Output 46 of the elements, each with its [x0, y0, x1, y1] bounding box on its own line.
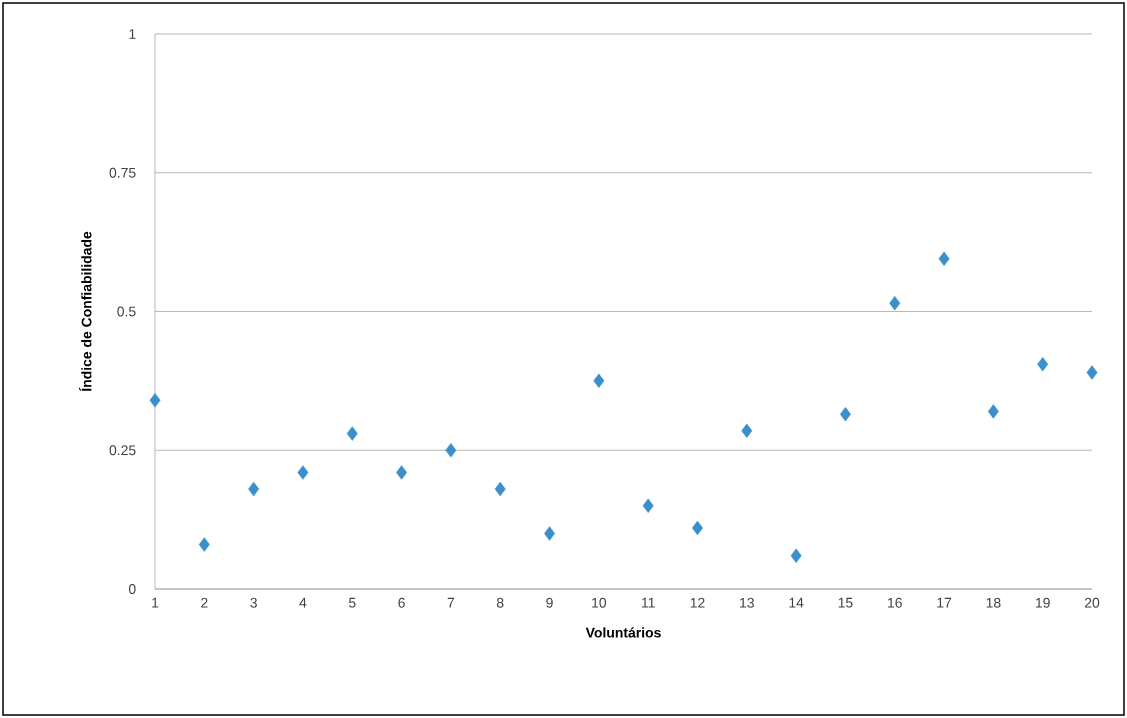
x-tick-label: 11: [641, 597, 655, 608]
x-tick-label: 17: [937, 597, 952, 608]
point: [889, 295, 901, 311]
x-tick-label: 4: [299, 597, 307, 608]
y-tick-label: 1: [129, 29, 136, 39]
x-tick-label: 14: [789, 597, 804, 608]
point: [198, 537, 210, 552]
point: [593, 373, 605, 389]
y-tick-label: 0.5: [117, 306, 136, 317]
x-tick-label: 20: [1084, 597, 1100, 608]
point: [642, 498, 654, 513]
point: [741, 423, 753, 439]
point: [938, 251, 950, 266]
y-tick-label: 0.75: [109, 167, 136, 178]
point: [445, 443, 457, 458]
x-tick-label: 2: [201, 597, 208, 608]
x-tick-label: 15: [838, 597, 853, 608]
x-tick-label: 1: [152, 597, 159, 608]
point: [1037, 357, 1049, 372]
x-tick-label: 19: [1036, 597, 1050, 608]
y-axis-title: Índice de Confiabilidade: [79, 231, 92, 391]
x-tick-label: 8: [496, 597, 504, 608]
point: [346, 426, 358, 441]
x-tick-label: 12: [690, 597, 705, 608]
y-tick-label: 0: [128, 584, 136, 594]
point: [790, 548, 802, 563]
x-tick-label: 10: [592, 597, 607, 608]
x-tick-label: 7: [447, 597, 455, 608]
x-axis-title: Voluntários: [585, 627, 661, 638]
x-tick-label: 6: [398, 597, 405, 608]
point: [987, 404, 999, 419]
point: [494, 481, 506, 497]
x-tick-label: 5: [348, 597, 356, 608]
x-tick-label: 16: [888, 597, 902, 608]
point: [544, 526, 555, 541]
point: [248, 481, 260, 497]
x-tick-label: 13: [740, 597, 754, 608]
point: [839, 406, 851, 422]
y-tick-label: 0.25: [109, 445, 136, 456]
point: [297, 465, 309, 480]
x-tick-label: 9: [546, 597, 553, 608]
point: [149, 393, 161, 408]
point: [396, 465, 408, 480]
x-tick-label: 18: [986, 597, 1001, 608]
x-tick-label: 3: [250, 597, 257, 608]
point: [1086, 365, 1098, 380]
